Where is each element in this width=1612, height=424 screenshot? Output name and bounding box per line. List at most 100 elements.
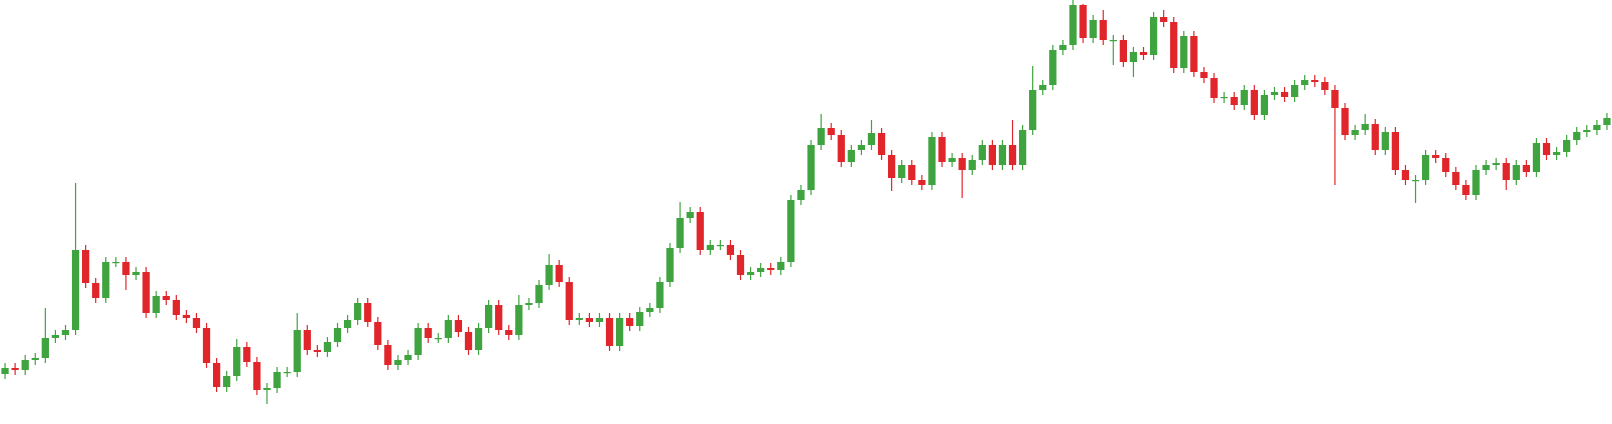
candle-body <box>283 372 291 374</box>
candle-body <box>51 335 60 338</box>
candle-body <box>948 158 956 162</box>
candle-body <box>172 300 180 315</box>
candle-body <box>746 272 755 275</box>
candle-body <box>1 368 9 374</box>
candle-body <box>1411 180 1420 182</box>
candle-body <box>666 248 674 282</box>
candle-body <box>867 133 876 145</box>
candle-body <box>303 330 311 350</box>
candle-body <box>1240 90 1248 105</box>
candle-body <box>847 150 855 162</box>
candle-body <box>253 362 261 390</box>
candle-body <box>414 328 422 355</box>
candle-body <box>978 145 986 160</box>
candle-body <box>1301 80 1309 85</box>
candle-body <box>495 305 503 330</box>
candle-body <box>928 137 936 185</box>
candle-body <box>706 245 714 250</box>
candle-body <box>1421 155 1430 180</box>
candle-body <box>767 268 775 270</box>
candle-body <box>636 312 644 326</box>
candle-body <box>1039 85 1047 90</box>
candle-body <box>364 303 372 322</box>
candle-body <box>374 322 382 345</box>
candle-body <box>615 318 624 346</box>
candle-body <box>908 165 916 180</box>
candle-body <box>696 212 704 250</box>
candle-body <box>202 328 211 363</box>
candle-body <box>1170 22 1178 68</box>
candle-body <box>1210 78 1218 98</box>
candle-body <box>1089 20 1097 38</box>
candle-body <box>152 296 160 313</box>
candle-body <box>1059 45 1067 50</box>
candle-body <box>1099 20 1107 40</box>
candle-body <box>898 165 906 178</box>
candle-body <box>787 200 795 262</box>
candle-body <box>1351 130 1359 135</box>
candle-body <box>1341 108 1349 135</box>
candle-body <box>998 145 1007 165</box>
candle-body <box>1371 124 1379 150</box>
candle-body <box>1180 36 1188 68</box>
candle-body <box>1049 50 1057 85</box>
candle-body <box>1008 145 1017 165</box>
candle-body <box>1512 165 1520 180</box>
candle-body <box>1018 130 1027 165</box>
candle-body <box>1139 52 1148 55</box>
candle-body <box>817 128 825 145</box>
candle-body <box>686 212 694 218</box>
candle-body <box>958 158 966 170</box>
candle-body <box>1200 72 1208 78</box>
candle-body <box>112 262 120 264</box>
candle-body <box>1069 5 1077 45</box>
candle-body <box>575 318 583 320</box>
candle-body <box>595 318 604 322</box>
candle-body <box>444 320 452 338</box>
candle-body <box>1331 90 1339 108</box>
candle-body <box>212 363 221 387</box>
candle-body <box>968 160 976 170</box>
candle-body <box>585 318 594 322</box>
candle-body <box>293 330 301 372</box>
candle-body <box>605 318 614 346</box>
candle-body <box>434 338 442 340</box>
candle-body <box>1280 92 1289 97</box>
candle-body <box>535 285 543 303</box>
candle-body <box>1563 140 1571 152</box>
candle-body <box>122 262 130 275</box>
candle-body <box>464 332 473 350</box>
candle-body <box>223 376 231 387</box>
candle-body <box>41 338 49 358</box>
candle-body <box>545 265 553 285</box>
candle-body <box>1542 143 1551 155</box>
candle-body <box>21 360 29 370</box>
candle-body <box>31 358 39 360</box>
candle-body <box>565 282 573 320</box>
candle-body <box>757 268 765 272</box>
candle-body <box>797 190 805 200</box>
candle-body <box>1149 17 1158 55</box>
candle-body <box>1129 52 1138 62</box>
candle-body <box>1482 165 1490 170</box>
candle-body <box>716 245 724 247</box>
candle-body <box>1079 5 1087 38</box>
candle-body <box>555 265 563 282</box>
candle-body <box>1522 165 1530 172</box>
candle-body <box>1432 155 1440 158</box>
candle-body <box>11 368 19 370</box>
candle-body <box>273 372 281 388</box>
candle-body <box>182 315 191 318</box>
candle-body <box>162 296 170 300</box>
candle-body <box>646 308 654 312</box>
candle-body <box>1492 163 1500 165</box>
candle-body <box>323 342 332 352</box>
candle-body <box>1109 40 1117 42</box>
candle-body <box>485 305 493 328</box>
candle-body <box>988 145 997 165</box>
candle-body <box>343 320 352 328</box>
candle-body <box>1311 80 1319 82</box>
candle-body <box>1381 132 1389 150</box>
candle-body <box>918 180 926 185</box>
